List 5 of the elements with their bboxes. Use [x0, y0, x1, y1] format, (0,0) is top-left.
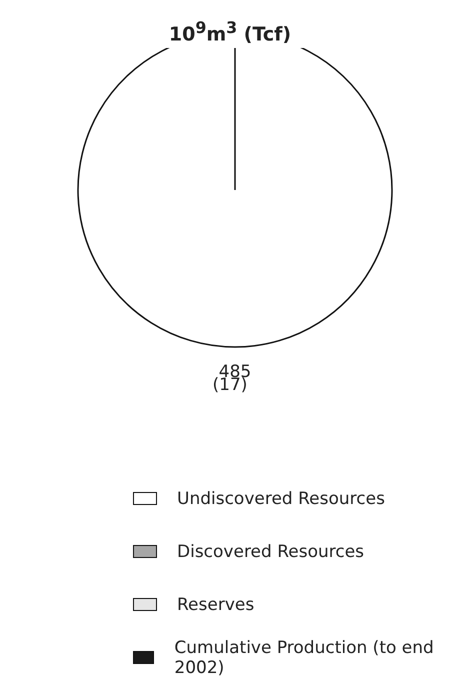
legend-label: Cumulative Production (to end 2002) — [174, 638, 435, 678]
legend-label: Undiscovered Resources — [177, 488, 385, 508]
legend-label: Discovered Resources — [177, 542, 364, 562]
legend-label: Reserves — [177, 594, 254, 614]
chart-title: 10$^{9}$m$^{3}$ (Tcf) — [168, 17, 292, 48]
